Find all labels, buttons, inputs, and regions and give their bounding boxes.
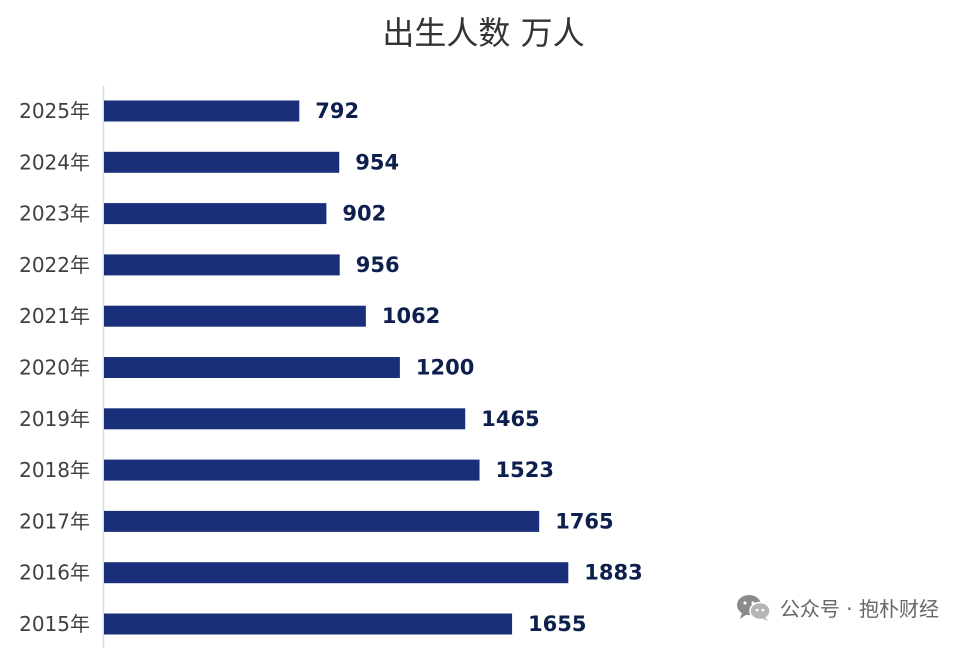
- bar: [104, 613, 513, 635]
- y-tick-label: 2020年: [19, 356, 90, 380]
- data-label: 1655: [528, 612, 586, 636]
- y-tick-label: 2022年: [19, 253, 90, 277]
- data-label: 792: [315, 99, 359, 123]
- bar: [104, 305, 366, 327]
- data-label: 1523: [496, 458, 554, 482]
- y-tick-label: 2016年: [19, 561, 90, 585]
- bar: [104, 254, 340, 276]
- data-label: 1765: [555, 509, 613, 533]
- bar: [104, 408, 466, 430]
- data-label: 954: [355, 150, 399, 174]
- watermark: 公众号 · 抱朴财经: [736, 593, 939, 622]
- watermark-text: 公众号 · 抱朴财经: [779, 597, 939, 621]
- y-tick-label: 2019年: [19, 407, 90, 431]
- bar: [104, 510, 540, 532]
- data-label: 1883: [584, 561, 642, 585]
- y-tick-label: 2017年: [19, 509, 90, 533]
- y-tick-label: 2015年: [19, 612, 90, 636]
- bar: [104, 151, 340, 173]
- data-label: 956: [356, 253, 400, 277]
- data-label: 1200: [416, 356, 474, 380]
- wechat-icon: [736, 594, 771, 621]
- chart-title: 出生人数 万人: [382, 14, 585, 52]
- bar: [104, 357, 400, 378]
- y-tick-label: 2018年: [19, 458, 90, 482]
- data-label: 1465: [481, 407, 539, 431]
- y-tick-label: 2025年: [19, 99, 90, 123]
- y-tick-label: 2023年: [19, 202, 90, 226]
- y-tick-label: 2024年: [19, 150, 90, 174]
- bar: [104, 562, 569, 584]
- bar: [104, 100, 300, 122]
- bar: [104, 459, 480, 481]
- data-label: 902: [342, 202, 386, 226]
- bar: [104, 203, 327, 225]
- data-label: 1062: [382, 304, 440, 328]
- y-tick-label: 2021年: [19, 304, 90, 328]
